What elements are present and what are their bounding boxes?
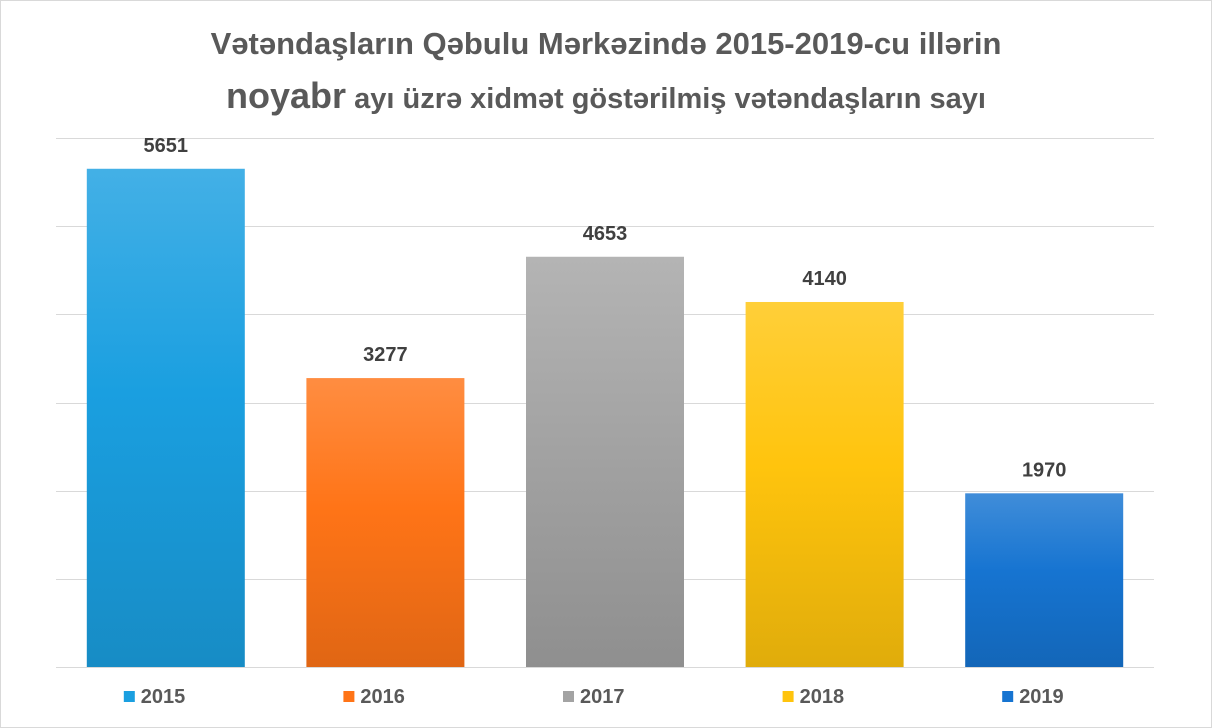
data-label-2015: 5651	[144, 135, 189, 157]
bar-2018	[745, 301, 904, 667]
legend-label-2015: 2015	[141, 686, 186, 708]
legend-swatch-2015	[123, 691, 135, 702]
legend: 2015 2016 2017 2018 2019	[123, 686, 1064, 708]
bar-2019	[965, 493, 1124, 667]
data-labels: 5651 3277 4653 4140 1970	[144, 135, 1067, 482]
chart-title-line1: Vətəndaşların Qəbulu Mərkəzində 2015-201…	[210, 26, 1002, 61]
legend-label-2018: 2018	[800, 686, 845, 708]
bar-2017	[526, 256, 684, 667]
legend-item-2016: 2016	[343, 686, 405, 708]
chart-title-emphasis: noyabr	[226, 75, 347, 116]
legend-label-2016: 2016	[360, 686, 405, 708]
bars	[86, 168, 1124, 667]
chart-title-rest: ayı üzrə xidmət göstərilmiş vətəndaşları…	[346, 83, 986, 115]
chart-title-line2: noyabr ayı üzrə xidmət göstərilmiş vətən…	[0, 70, 1212, 125]
legend-swatch-2017	[563, 691, 574, 702]
legend-swatch-2019	[1002, 691, 1014, 702]
legend-item-2015: 2015	[123, 686, 186, 708]
data-label-2017: 4653	[583, 223, 628, 245]
data-label-2019: 1970	[1022, 459, 1067, 481]
legend-swatch-2016	[343, 691, 355, 702]
legend-item-2017: 2017	[563, 686, 625, 708]
bar-2016	[306, 378, 465, 667]
legend-label-2019: 2019	[1019, 686, 1063, 708]
data-label-2016: 3277	[363, 344, 408, 366]
data-label-2018: 4140	[802, 268, 847, 290]
legend-label-2017: 2017	[580, 686, 625, 708]
chart-title: Vətəndaşların Qəbulu Mərkəzində 2015-201…	[0, 18, 1212, 125]
bar-2015	[86, 168, 245, 667]
legend-item-2018: 2018	[782, 686, 845, 708]
legend-item-2019: 2019	[1002, 686, 1064, 708]
legend-swatch-2018	[782, 691, 794, 702]
